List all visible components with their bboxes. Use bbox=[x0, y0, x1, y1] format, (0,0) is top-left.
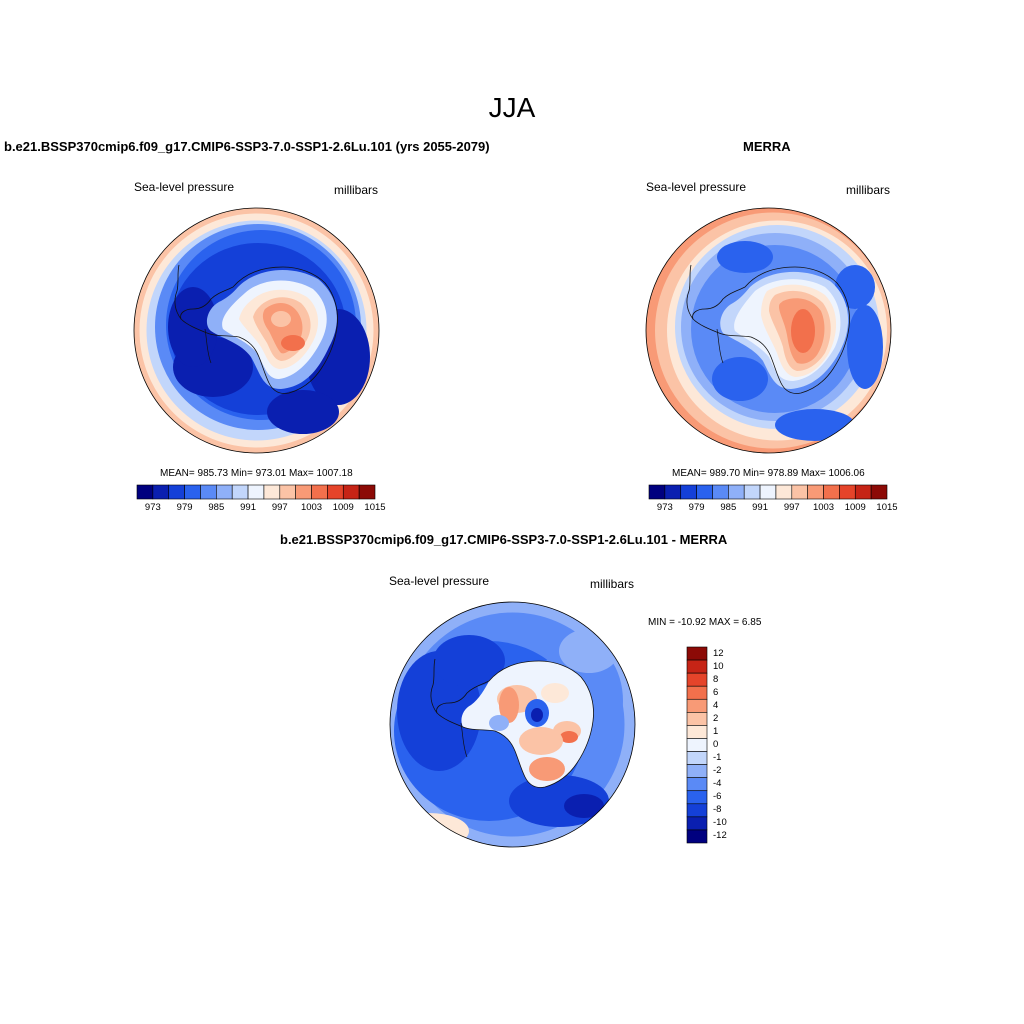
figure-title: JJA bbox=[488, 92, 536, 123]
diff-panel-title: b.e21.BSSP370cmip6.f09_g17.CMIP6-SSP3-7.… bbox=[280, 532, 728, 547]
model-colorbar-box bbox=[327, 484, 344, 500]
diff-colorbar-box bbox=[686, 738, 708, 752]
obs-colorbar-box bbox=[870, 484, 888, 500]
diff-colorbar-tick-label: -6 bbox=[713, 791, 722, 803]
obs-colorbar-tick-label: 985 bbox=[720, 502, 737, 513]
obs-colorbar-box bbox=[680, 484, 697, 500]
model-colorbar-tick-label: 1015 bbox=[364, 502, 386, 513]
model-colorbar-box bbox=[358, 484, 376, 500]
model-colorbar-box bbox=[263, 484, 281, 500]
obs-units-label: millibars bbox=[846, 183, 891, 197]
obs-colorbar-box bbox=[743, 484, 761, 500]
obs-colorbar-tick-label: 991 bbox=[752, 502, 768, 513]
model-colorbar-box bbox=[168, 484, 185, 500]
diff-colorbar-tick-label: 12 bbox=[713, 647, 724, 659]
diff-colorbar-box bbox=[686, 672, 708, 687]
obs-colorbar-box bbox=[791, 484, 808, 500]
diff-colorbar-box bbox=[686, 829, 708, 844]
model-colorbar-tick-label: 997 bbox=[271, 502, 288, 513]
diff-colorbar-tick-label: -10 bbox=[713, 817, 727, 829]
diff-colorbar-box bbox=[686, 725, 708, 739]
obs-colorbar-box bbox=[854, 484, 872, 500]
diff-colorbar-tick-label: -12 bbox=[713, 830, 727, 842]
diff-colorbar-tick-label: 4 bbox=[713, 699, 719, 711]
model-colorbar bbox=[136, 484, 376, 500]
model-colorbar-box bbox=[231, 484, 249, 500]
diff-colorbar-tick-label: 10 bbox=[713, 660, 724, 672]
model-colorbar-box bbox=[200, 484, 217, 500]
model-colorbar-tick-label: 1009 bbox=[332, 502, 354, 513]
diff-colorbar-box bbox=[686, 646, 708, 661]
obs-colorbar-tick-label: 997 bbox=[783, 502, 800, 513]
model-panel-title: b.e21.BSSP370cmip6.f09_g17.CMIP6-SSP3-7.… bbox=[4, 139, 490, 154]
obs-stats-text: MEAN= 989.70 Min= 978.89 Max= 1006.06 bbox=[672, 468, 865, 479]
diff-colorbar-box bbox=[686, 698, 708, 713]
obs-colorbar-box bbox=[759, 484, 777, 500]
obs-colorbar-tick-label: 1003 bbox=[812, 502, 835, 513]
diff-variable-label: Sea-level pressure bbox=[389, 574, 490, 588]
diff-colorbar-tick-label: -1 bbox=[713, 752, 722, 764]
model-units-label: millibars bbox=[334, 183, 379, 197]
obs-colorbar bbox=[648, 484, 888, 500]
obs-colorbar-ticks: 973 979 985 991 997 1003 1009 1015 bbox=[649, 502, 898, 514]
diff-units-label: millibars bbox=[590, 577, 635, 591]
model-colorbar-tick-label: 979 bbox=[176, 502, 193, 513]
model-colorbar-box bbox=[311, 484, 328, 500]
obs-colorbar-box bbox=[839, 484, 856, 500]
diff-colorbar-tick-label: 0 bbox=[713, 739, 719, 750]
obs-colorbar-tick-label: 1015 bbox=[876, 502, 898, 513]
model-colorbar-box bbox=[216, 484, 233, 500]
obs-colorbar-box bbox=[696, 484, 713, 500]
diff-stats-text: MIN = -10.92 MAX = 6.85 bbox=[648, 617, 762, 628]
diff-colorbar-tick-label: -2 bbox=[713, 765, 722, 777]
diff-colorbar-box bbox=[686, 712, 708, 726]
obs-colorbar-box bbox=[823, 484, 840, 500]
model-coastline bbox=[180, 266, 338, 394]
obs-colorbar-box bbox=[648, 484, 666, 500]
obs-polar-map bbox=[645, 207, 892, 454]
model-colorbar-box bbox=[184, 484, 201, 500]
obs-colorbar-box bbox=[664, 484, 682, 500]
model-colorbar-tick-label: 991 bbox=[240, 502, 256, 513]
diff-colorbar-box bbox=[686, 764, 708, 778]
diff-colorbar-box bbox=[686, 685, 708, 700]
diff-colorbar-box bbox=[686, 816, 708, 831]
diff-colorbar-box bbox=[686, 777, 708, 792]
obs-colorbar-tick-label: 979 bbox=[688, 502, 705, 513]
obs-colorbar-box bbox=[712, 484, 729, 500]
model-colorbar-ticks: 973 979 985 991 997 1003 1009 1015 bbox=[137, 502, 386, 514]
model-colorbar-box bbox=[247, 484, 265, 500]
model-colorbar-box bbox=[295, 484, 312, 500]
diff-colorbar-box bbox=[686, 803, 708, 818]
obs-colorbar-box bbox=[807, 484, 824, 500]
obs-colorbar-tick-label: 1009 bbox=[844, 502, 866, 513]
diff-colorbar-box bbox=[686, 790, 708, 805]
model-colorbar-box bbox=[279, 484, 296, 500]
obs-variable-label: Sea-level pressure bbox=[646, 180, 747, 194]
diff-colorbar-tick-label: 8 bbox=[713, 673, 719, 685]
diff-polar-map bbox=[389, 601, 636, 848]
model-polar-map bbox=[133, 207, 380, 454]
model-colorbar-tick-label: 985 bbox=[208, 502, 225, 513]
diff-colorbar-tick-label: -8 bbox=[713, 804, 722, 816]
model-colorbar-box bbox=[136, 484, 154, 500]
model-colorbar-tick-label: 1003 bbox=[300, 502, 323, 513]
diff-colorbar-ticks: 12 10 8 6 4 2 1 0 -1 -2 -4 -6 -8 -10 -12 bbox=[711, 647, 751, 843]
diff-colorbar-tick-label: -4 bbox=[713, 778, 722, 790]
diff-colorbar-tick-label: 1 bbox=[713, 725, 719, 737]
diff-colorbar-tick-label: 6 bbox=[713, 686, 719, 698]
model-stats-text: MEAN= 985.73 Min= 973.01 Max= 1007.18 bbox=[160, 468, 353, 479]
diff-colorbar-tick-label: 2 bbox=[713, 712, 719, 724]
model-colorbar-box bbox=[152, 484, 170, 500]
obs-colorbar-box bbox=[728, 484, 745, 500]
obs-panel-title: MERRA bbox=[743, 139, 791, 154]
model-variable-label: Sea-level pressure bbox=[134, 180, 235, 194]
obs-colorbar-tick-label: 973 bbox=[656, 502, 673, 513]
model-colorbar-tick-label: 973 bbox=[144, 502, 161, 513]
diff-colorbar-box bbox=[686, 659, 708, 674]
obs-colorbar-box bbox=[775, 484, 793, 500]
diff-colorbar-box bbox=[686, 751, 708, 765]
diff-colorbar bbox=[686, 646, 708, 844]
model-colorbar-box bbox=[342, 484, 360, 500]
